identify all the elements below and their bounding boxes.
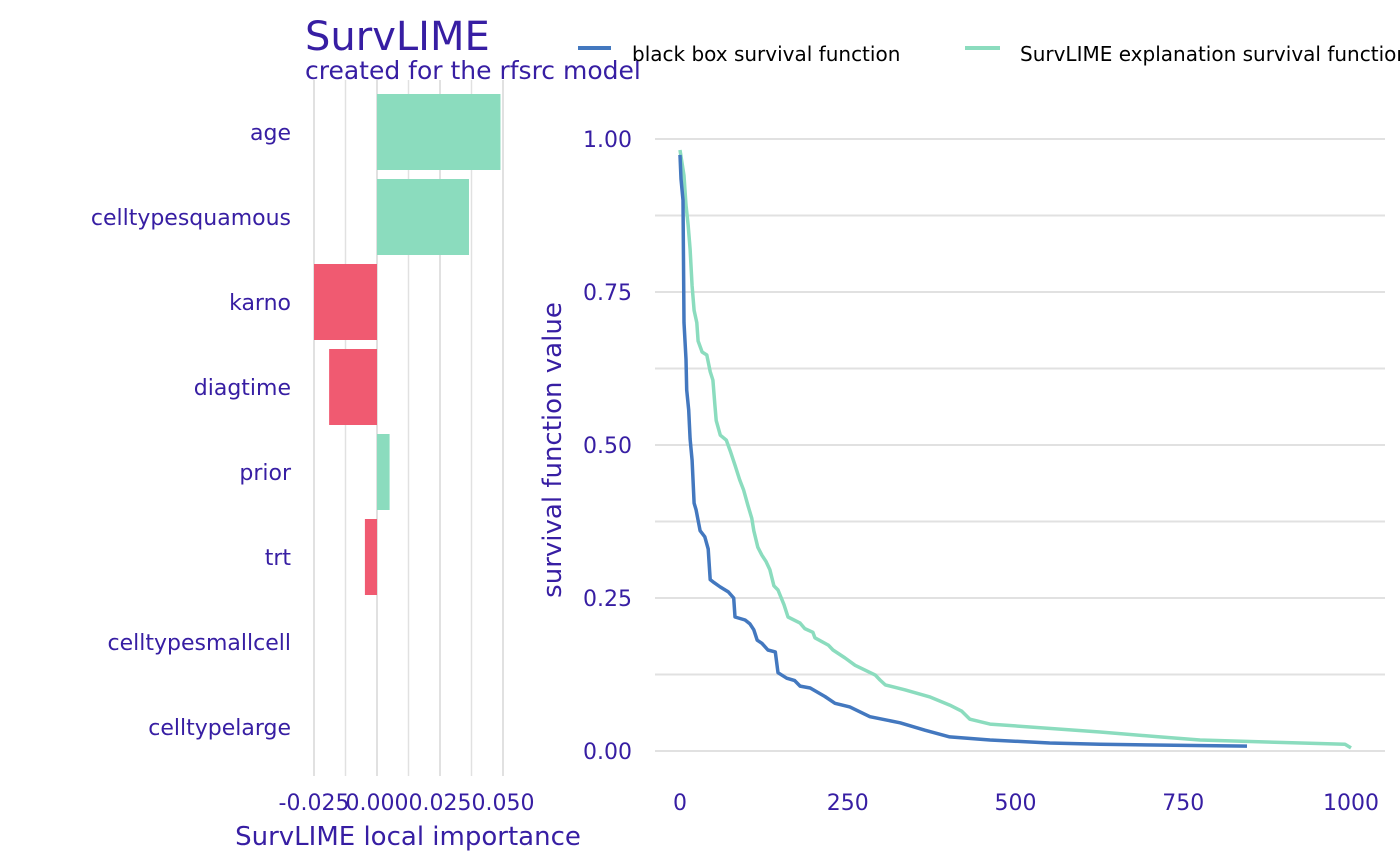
category-label: karno bbox=[229, 291, 291, 316]
x-tick-label: -0.025 bbox=[279, 791, 350, 816]
y-tick-label: 0.50 bbox=[583, 434, 632, 459]
bar-celltypesquamous bbox=[377, 179, 469, 255]
bar-karno bbox=[314, 264, 377, 340]
series-line-black-box bbox=[678, 154, 1248, 748]
importance-bar-chart: age celltypesquamous karno diagtime prior trt… bbox=[91, 80, 581, 852]
x-tick-label: 0 bbox=[673, 791, 687, 816]
legend-label: black box survival function bbox=[632, 42, 900, 66]
category-label: age bbox=[250, 121, 291, 146]
y-axis-title: survival function value bbox=[538, 302, 568, 598]
x-tick-label: 500 bbox=[995, 791, 1037, 816]
category-label: celltypesquamous bbox=[91, 206, 291, 231]
y-tick-label: 0.75 bbox=[583, 281, 632, 306]
category-label: diagtime bbox=[194, 376, 291, 401]
category-label: prior bbox=[239, 461, 292, 486]
legend-label: SurvLIME explanation survival function bbox=[1020, 42, 1400, 66]
bar-trt bbox=[364, 519, 377, 595]
legend: black box survival function SurvLIME expl… bbox=[578, 42, 1400, 66]
survival-line-chart: 0.00 0.25 0.50 0.75 1.00 0 250 500 750 1000 surviv… bbox=[538, 128, 1385, 816]
category-label: celltypelarge bbox=[148, 716, 291, 741]
bar-diagtime bbox=[329, 349, 377, 425]
x-tick-label: 250 bbox=[827, 791, 869, 816]
chart-title: SurvLIME bbox=[305, 14, 490, 60]
category-label: celltypesmallcell bbox=[108, 631, 291, 656]
chart-subtitle: created for the rfsrc model bbox=[305, 56, 641, 85]
series-line-survlime-explanation bbox=[678, 149, 1352, 750]
x-axis-title: SurvLIME local importance bbox=[235, 822, 581, 852]
bar-age bbox=[377, 94, 501, 170]
x-tick-label: 0.000 bbox=[346, 791, 409, 816]
x-tick-label: 1000 bbox=[1323, 791, 1379, 816]
category-label: trt bbox=[265, 546, 292, 571]
x-tick-label: 0.050 bbox=[472, 791, 535, 816]
y-tick-label: 0.00 bbox=[583, 740, 632, 765]
bar-prior bbox=[377, 434, 390, 510]
x-tick-label: 0.025 bbox=[409, 791, 472, 816]
y-tick-label: 1.00 bbox=[583, 128, 632, 153]
x-tick-label: 750 bbox=[1162, 791, 1204, 816]
y-tick-label: 0.25 bbox=[583, 587, 632, 612]
